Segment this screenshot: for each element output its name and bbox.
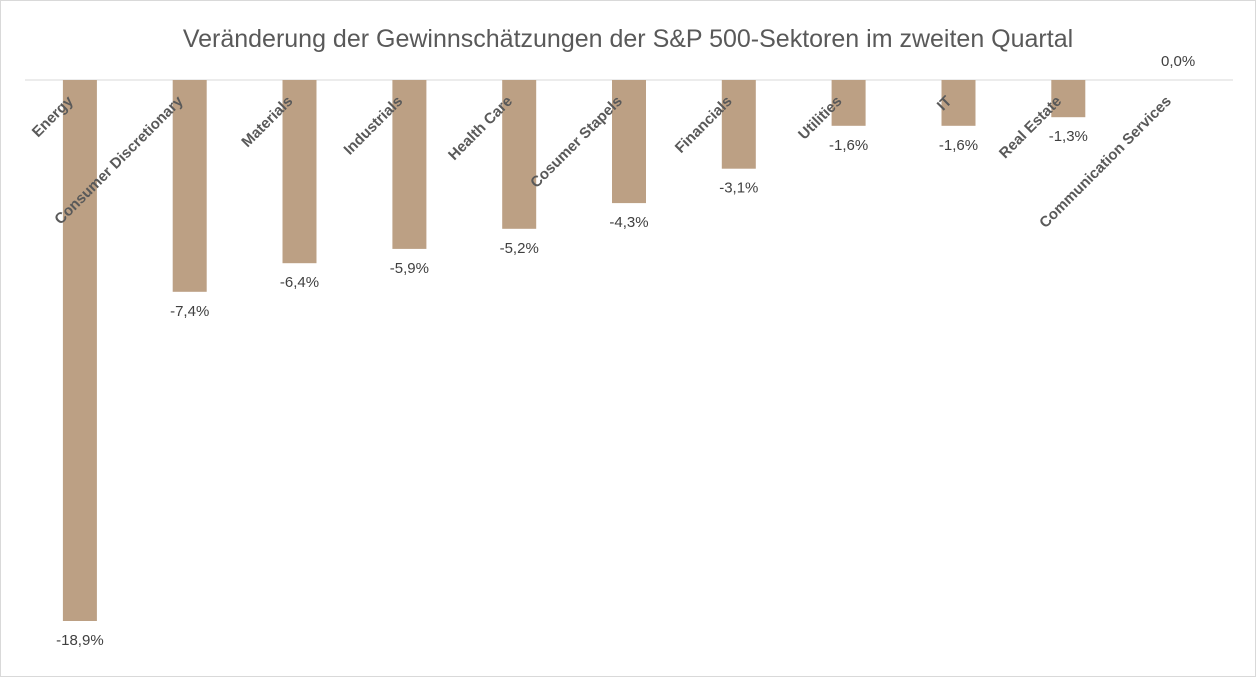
value-label-health-care: -5,2% [500, 240, 539, 257]
bar-it [941, 80, 976, 126]
value-label-consumer-discretionary: -7,4% [170, 303, 209, 320]
value-label-it: -1,6% [939, 137, 978, 154]
bars-group [62, 80, 1086, 621]
bar-health-care [502, 80, 537, 229]
bar-financials [721, 80, 756, 169]
value-label-real-estate: -1,3% [1049, 128, 1088, 145]
value-label-utilities: -1,6% [829, 137, 868, 154]
bar-consumer-discretionary [172, 80, 207, 292]
value-label-cosumer-stapels: -4,3% [609, 214, 648, 231]
category-label-cosumer-stapels: Cosumer Stapels [527, 93, 626, 192]
value-label-financials: -3,1% [719, 180, 758, 197]
bar-real-estate [1051, 80, 1086, 118]
bar-cosumer-stapels [612, 80, 646, 204]
bar-utilities [831, 80, 866, 126]
bar-energy [62, 80, 97, 621]
bar-materials [282, 80, 317, 264]
bar-industrials [392, 80, 427, 249]
value-label-communication-services: 0,0% [1161, 53, 1195, 70]
value-label-materials: -6,4% [280, 274, 319, 291]
chart-title: Veränderung der Gewinnschätzungen der S&… [183, 25, 1073, 53]
value-label-industrials: -5,9% [390, 260, 429, 277]
value-label-energy: -18,9% [56, 632, 104, 649]
